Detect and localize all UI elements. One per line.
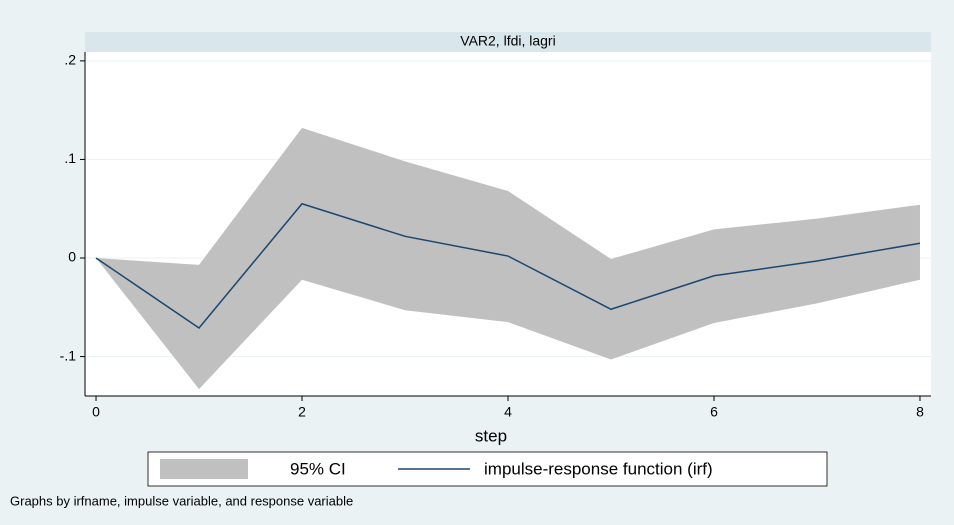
legend-swatch: [160, 459, 248, 479]
x-axis-title: step: [475, 426, 507, 445]
note: Graphs by irfname, impulse variable, and…: [10, 493, 353, 508]
y-tick-label: 0: [68, 249, 76, 265]
y-tick-label: .2: [64, 52, 76, 68]
panel-title: VAR2, lfdi, lagri: [460, 33, 555, 49]
y-tick-label: .1: [64, 150, 76, 166]
irf-line: [95, 202, 921, 329]
x-tick-label: 2: [298, 404, 306, 420]
x-tick-label: 8: [916, 404, 924, 420]
legend-label: 95% CI: [290, 459, 346, 478]
ci-band: [96, 127, 920, 390]
panel-header: [85, 32, 931, 52]
x-tick-label: 0: [92, 404, 100, 420]
y-tick-label: -.1: [60, 347, 77, 363]
legend: [147, 451, 828, 487]
x-tick-label: 4: [504, 404, 512, 420]
x-tick-label: 6: [710, 404, 718, 420]
legend-label: impulse-response function (irf): [484, 459, 713, 478]
